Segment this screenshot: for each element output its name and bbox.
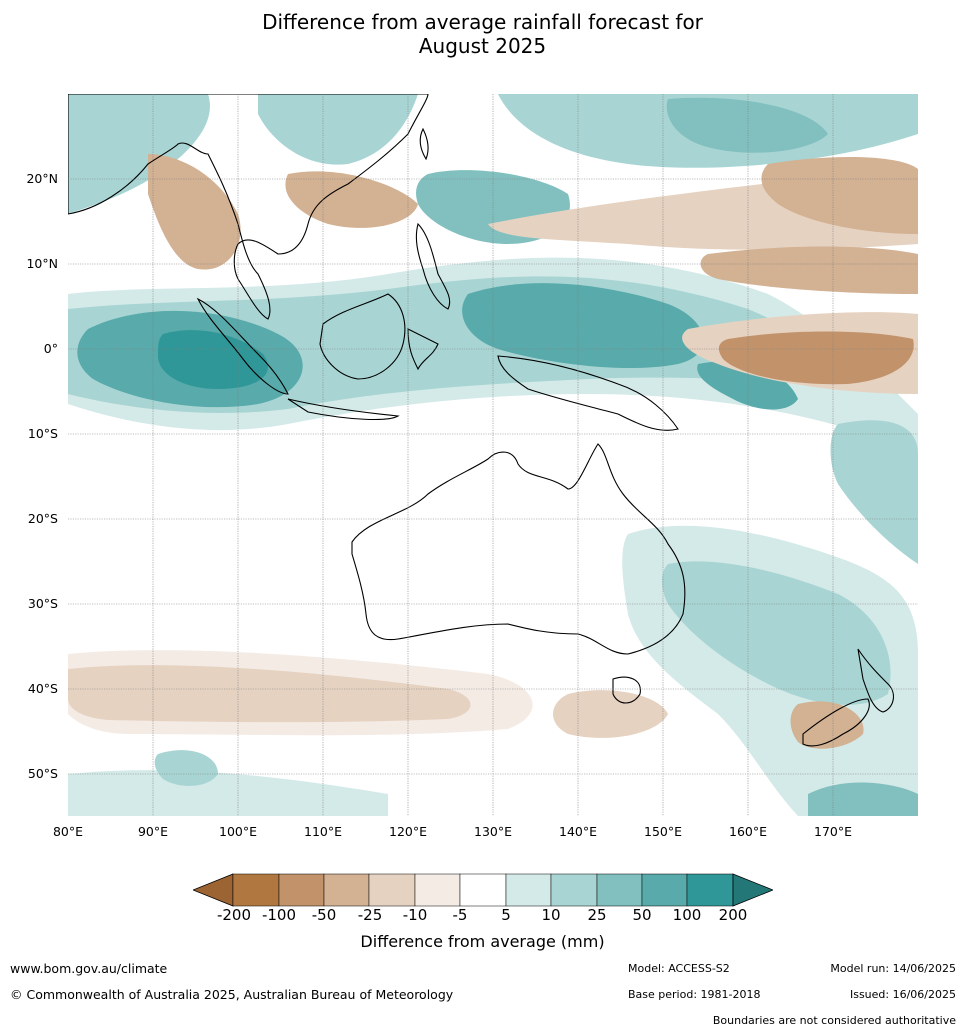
lon-label-140e: 140°E [558, 824, 598, 839]
sulawesi-outline [407, 328, 439, 371]
anomaly-field [68, 94, 918, 816]
title-line-1: Difference from average rainfall forecas… [262, 10, 703, 34]
wet-far-south [68, 770, 388, 816]
lat-label-40s: 40°S [27, 681, 58, 696]
legend-arrow-low [191, 873, 234, 907]
wet-core-pacific [462, 283, 704, 369]
tasmania-outline [612, 676, 641, 704]
legend-swatch-3 [323, 873, 370, 907]
legend-swatch-6 [459, 873, 507, 907]
legend-tick-9: 25 [587, 906, 607, 924]
footer-copyright: © Commonwealth of Australia 2025, Austra… [10, 987, 454, 1002]
mainland-asia [68, 94, 429, 320]
legend-tick-8: 10 [541, 906, 561, 924]
wet-core-west-2 [158, 330, 268, 389]
wet-south-island [808, 782, 918, 816]
legend-title: Difference from average (mm) [360, 932, 605, 951]
legend-tick-1: -200 [216, 906, 252, 924]
lon-label-150e: 150°E [643, 824, 683, 839]
wet-indian-ocean-south [154, 750, 218, 786]
legend-arrow-high [732, 873, 775, 907]
footer-website[interactable]: www.bom.gov.au/climate [10, 961, 168, 976]
legend-tick-5: -10 [402, 906, 428, 924]
dry-north-pacific-core [761, 157, 918, 234]
lat-label-20s: 20°S [27, 511, 58, 526]
legend-svg [191, 873, 775, 907]
lon-label-130e: 130°E [473, 824, 513, 839]
footer-issued: Issued: 16/06/2025 [849, 988, 956, 1001]
map-svg [68, 94, 918, 816]
legend-swatch-2 [278, 873, 325, 907]
legend-tick-7: 5 [501, 906, 511, 924]
legend-swatch-10 [641, 873, 688, 907]
java-outline [287, 398, 400, 421]
legend-tick-6: -5 [452, 906, 468, 924]
lon-label-80e: 80°E [52, 824, 84, 839]
legend-tick-10: 50 [632, 906, 652, 924]
lon-label-90e: 90°E [137, 824, 169, 839]
dry-south-middle [553, 690, 668, 738]
wet-northwest [68, 94, 210, 214]
new-zealand-south [802, 698, 870, 747]
legend-swatch-8 [550, 873, 598, 907]
australia-outline [351, 443, 686, 655]
lon-label-110e: 110°E [303, 824, 343, 839]
new-zealand-north [857, 648, 894, 713]
borneo-outline [319, 293, 406, 380]
lat-label-10s: 10°S [27, 426, 58, 441]
lat-label-30s: 30°S [27, 596, 58, 611]
legend-swatch-11 [686, 873, 734, 907]
philippines-outline [415, 222, 451, 310]
footer-base-period: Base period: 1981-2018 [628, 988, 761, 1001]
dry-east-band [700, 246, 918, 294]
dry-south-china [285, 171, 418, 228]
lon-label-120e: 120°E [388, 824, 428, 839]
lat-label-0: 0° [43, 341, 58, 356]
new-guinea-outline [497, 355, 679, 431]
coastlines [68, 94, 894, 747]
wet-north-pacific-2 [666, 97, 828, 153]
footer-model: Model: ACCESS-S2 [628, 962, 730, 975]
taiwan-outline [419, 127, 429, 161]
graticule [68, 94, 918, 816]
wet-north-china [258, 94, 418, 165]
dry-east-equatorial-core [718, 331, 914, 385]
legend-tick-3: -50 [311, 906, 337, 924]
lat-label-20n: 20°N [26, 171, 58, 186]
legend-tick-2: -100 [261, 906, 297, 924]
title-line-2: August 2025 [418, 34, 547, 58]
lon-label-100e: 100°E [218, 824, 258, 839]
dry-southwest-core [68, 665, 471, 723]
legend-tick-4: -25 [357, 906, 383, 924]
footer-boundaries-note: Boundaries are not considered authoritat… [712, 1014, 956, 1027]
legend-tick-11: 100 [672, 906, 702, 924]
sumatra-outline [196, 297, 289, 395]
legend-tick-12: 200 [718, 906, 748, 924]
lon-label-160e: 160°E [728, 824, 768, 839]
wet-east-pacific [830, 420, 918, 564]
lon-label-170e: 170°E [813, 824, 853, 839]
dry-nz [790, 701, 864, 749]
legend-swatch-5 [414, 873, 461, 907]
chart-title: Difference from average rainfall forecas… [0, 10, 965, 58]
lat-label-10n: 10°N [26, 256, 58, 271]
lat-label-50s: 50°S [27, 766, 58, 781]
legend-swatch-1 [232, 873, 280, 907]
legend-swatch-7 [505, 873, 552, 907]
dry-indochina [148, 154, 241, 270]
wet-southeast-2 [662, 561, 891, 705]
footer-model-run: Model run: 14/06/2025 [830, 962, 956, 975]
rainfall-map [68, 94, 918, 816]
legend-swatch-9 [596, 873, 643, 907]
legend-swatch-4 [368, 873, 416, 907]
legend-colorbar [191, 873, 775, 907]
